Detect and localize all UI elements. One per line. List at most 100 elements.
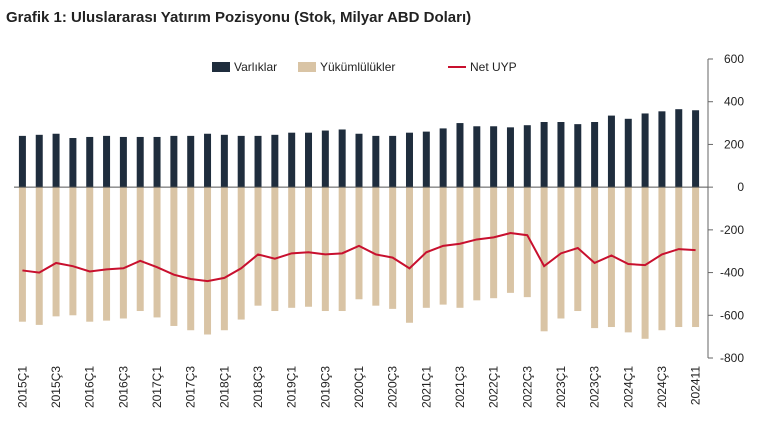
- bar: [220, 187, 228, 331]
- bar: [389, 135, 397, 188]
- bar: [103, 187, 111, 321]
- bar: [119, 136, 127, 188]
- bar: [692, 110, 700, 188]
- bar: [591, 122, 599, 188]
- y-tick-label: 200: [724, 137, 744, 151]
- bar: [204, 133, 212, 188]
- bar: [540, 187, 548, 332]
- x-tick-label: 2020Ç3: [386, 366, 400, 408]
- bar: [35, 134, 43, 188]
- bar: [641, 187, 649, 339]
- bar: [271, 187, 279, 312]
- bar: [288, 132, 296, 188]
- bar: [540, 122, 548, 188]
- bar: [18, 187, 26, 322]
- bar: [405, 132, 413, 188]
- bar: [456, 187, 464, 308]
- bar: [237, 187, 245, 320]
- bar: [675, 187, 683, 328]
- bar: [187, 187, 195, 331]
- bar: [523, 125, 531, 188]
- legend-label: Yükümlülükler: [320, 60, 395, 74]
- x-tick-label: 2022Ç1: [487, 366, 501, 408]
- x-tick-label: 2016Ç1: [83, 366, 97, 408]
- x-tick-label: 2019Ç1: [285, 366, 299, 408]
- bar: [574, 124, 582, 188]
- chart-title: Grafik 1: Uluslararası Yatırım Pozisyonu…: [6, 9, 471, 26]
- x-tick-label: 2016Ç3: [116, 366, 130, 408]
- bar: [153, 187, 161, 318]
- bar: [18, 135, 26, 188]
- legend-swatch: [298, 62, 316, 72]
- bar: [204, 187, 212, 335]
- x-tick-label: 2018Ç1: [217, 366, 231, 408]
- bar: [658, 111, 666, 188]
- bar: [355, 133, 363, 188]
- bar: [305, 132, 313, 188]
- bar: [86, 136, 94, 188]
- bar: [254, 187, 262, 306]
- bar: [35, 187, 43, 325]
- bar: [321, 130, 329, 188]
- y-tick-label: -200: [720, 223, 744, 237]
- y-tick-label: -600: [720, 308, 744, 322]
- bar: [69, 187, 77, 316]
- bar: [52, 187, 60, 317]
- legend-label: Varlıklar: [234, 60, 277, 74]
- y-tick-label: -800: [720, 351, 744, 365]
- bar: [187, 135, 195, 188]
- bar: [658, 187, 666, 331]
- bar: [237, 135, 245, 188]
- x-tick-label: 2021Ç1: [419, 366, 433, 408]
- x-tick-label: 2019Ç3: [318, 366, 332, 408]
- bar: [372, 135, 380, 188]
- bar: [355, 187, 363, 300]
- bar: [389, 187, 397, 309]
- x-tick-label: 2022Ç3: [520, 366, 534, 408]
- x-tick-label: 2017Ç3: [184, 366, 198, 408]
- bar: [607, 187, 615, 328]
- x-tick-label: 2020Ç1: [352, 366, 366, 408]
- bar: [506, 127, 514, 188]
- bar: [675, 109, 683, 188]
- bar: [624, 118, 632, 188]
- x-tick-label: 2015Ç3: [49, 366, 63, 408]
- bar: [288, 187, 296, 308]
- bar: [86, 187, 94, 322]
- bar: [271, 134, 279, 188]
- bar: [321, 187, 329, 312]
- bar: [523, 187, 531, 298]
- bar: [439, 128, 447, 188]
- bar: [69, 138, 77, 188]
- bar: [692, 187, 700, 328]
- bar: [170, 187, 178, 326]
- bar: [103, 135, 111, 188]
- line: [22, 232, 696, 283]
- bar: [473, 187, 481, 301]
- bar: [254, 135, 262, 188]
- bar: [136, 187, 144, 312]
- bar: [557, 122, 565, 188]
- bar: [456, 123, 464, 188]
- x-tick-label: 2021Ç3: [453, 366, 467, 408]
- bar: [372, 187, 380, 306]
- bar: [136, 136, 144, 188]
- bar: [490, 187, 498, 299]
- bar: [170, 135, 178, 188]
- y-tick-label: 0: [737, 180, 744, 194]
- bar: [624, 187, 632, 333]
- x-tick-label: 2024Ç3: [655, 366, 669, 408]
- bar: [490, 126, 498, 188]
- x-tick-label: 2023Ç3: [588, 366, 602, 408]
- bar: [338, 129, 346, 188]
- y-tick-label: 600: [724, 52, 744, 66]
- legend-swatch: [212, 62, 230, 72]
- x-tick-label: 2017Ç1: [150, 366, 164, 408]
- x-tick-label: 2024Ç1: [621, 366, 635, 408]
- x-tick-label: 2015Ç1: [15, 366, 29, 408]
- bar: [153, 136, 161, 188]
- bar: [405, 187, 413, 323]
- y-tick-label: -400: [720, 266, 744, 280]
- bar: [305, 187, 313, 307]
- bar: [473, 126, 481, 188]
